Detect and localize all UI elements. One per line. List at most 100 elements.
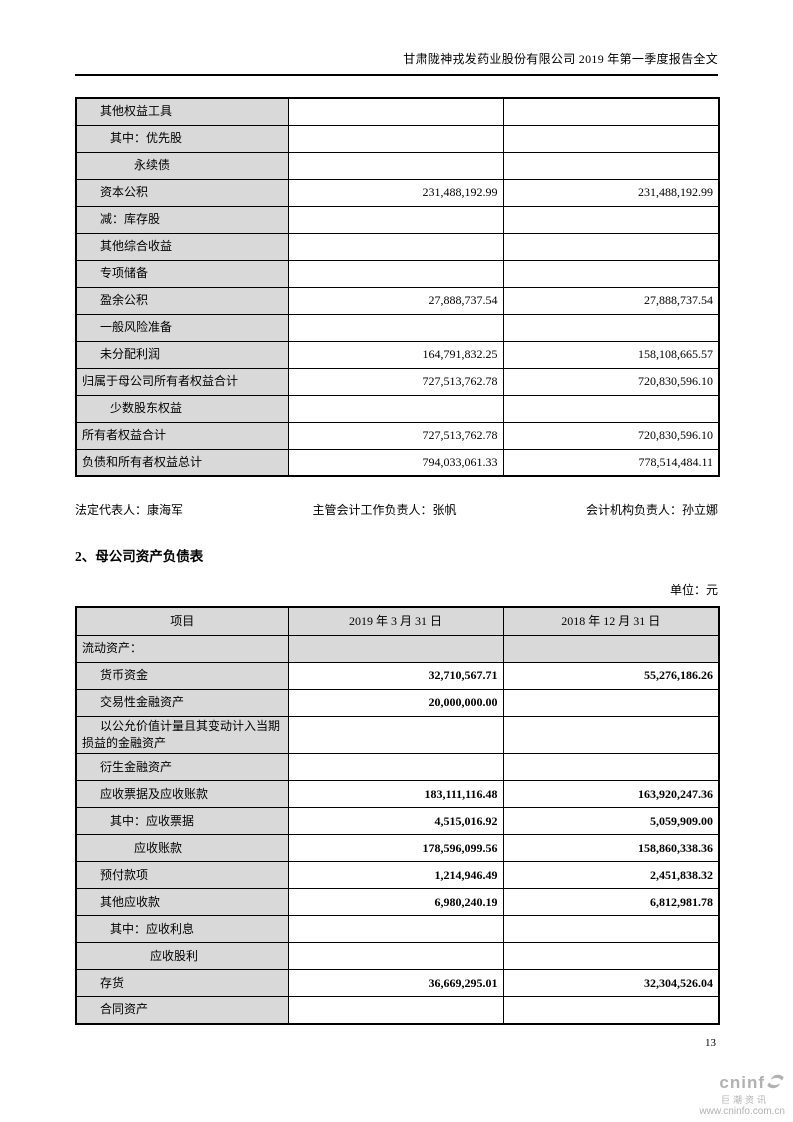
- value-cell: [287, 259, 504, 288]
- value-cell: 231,488,192.99: [502, 178, 720, 207]
- row-label-cell: 衍生金融资产: [75, 753, 289, 782]
- row-label: 一般风险准备: [100, 319, 173, 334]
- table-row: 流动资产：: [75, 634, 720, 663]
- value-cell: [502, 996, 720, 1025]
- value-cell: 720,830,596.10: [502, 367, 720, 396]
- value-cell: [287, 124, 504, 153]
- row-label-cell: 合同资产: [75, 996, 289, 1025]
- row-label: 减：库存股: [100, 211, 161, 226]
- document-header-title: 甘肃陇神戎发药业股份有限公司 2019 年第一季度报告全文: [403, 52, 718, 66]
- row-label: 其中：优先股: [110, 130, 183, 145]
- table-row: 预付款项 1,214,946.49 2,451,838.32: [75, 861, 720, 890]
- value-cell: [287, 151, 504, 180]
- row-label-cell: 存货: [75, 969, 289, 998]
- row-label: 永续债: [134, 157, 171, 172]
- row-label-cell: 一般风险准备: [75, 313, 289, 342]
- table-row: 存货 36,669,295.01 32,304,526.04: [75, 969, 720, 998]
- value-cell: 6,812,981.78: [502, 888, 720, 917]
- value-cell: [287, 97, 504, 126]
- value-cell: [502, 259, 720, 288]
- row-label: 交易性金融资产: [100, 694, 185, 709]
- cninfo-swirl-icon: [766, 1072, 785, 1096]
- row-label-cell: 应收票据及应收账款: [75, 780, 289, 809]
- cninfo-logo-text: cninf: [719, 1073, 765, 1093]
- value-cell: 164,791,832.25: [287, 340, 504, 369]
- value-cell: 158,108,665.57: [502, 340, 720, 369]
- value-cell: [502, 394, 720, 423]
- value-cell: 727,513,762.78: [287, 367, 504, 396]
- row-label-cell: 应收股利: [75, 942, 289, 971]
- table-row: 合同资产: [75, 996, 720, 1025]
- value-cell: 163,920,247.36: [502, 780, 720, 809]
- row-label-cell: 交易性金融资产: [75, 688, 289, 717]
- value-cell: 32,710,567.71: [287, 661, 504, 690]
- row-label-cell: 应收账款: [75, 834, 289, 863]
- value-cell: 4,515,016.92: [287, 807, 504, 836]
- value-cell: [502, 634, 720, 663]
- value-cell: [287, 205, 504, 234]
- row-label-cell: 盈余公积: [75, 286, 289, 315]
- page-content: 甘肃陇神戎发药业股份有限公司 2019 年第一季度报告全文 其他权益工具其中：优…: [75, 52, 720, 1025]
- row-label: 未分配利润: [100, 346, 161, 361]
- row-label: 其他应收款: [100, 894, 161, 909]
- value-cell: [287, 715, 504, 755]
- table-row: 其中：应收票据 4,515,016.92 5,059,909.00: [75, 807, 720, 836]
- row-label: 负债和所有者权益总计: [82, 454, 203, 469]
- row-label: 其中：应收票据: [110, 813, 195, 828]
- row-label-cell: 所有者权益合计: [75, 421, 289, 450]
- row-label-cell: 预付款项: [75, 861, 289, 890]
- row-label: 资本公积: [100, 184, 149, 199]
- value-cell: [502, 942, 720, 971]
- row-label: 所有者权益合计: [82, 427, 167, 442]
- table-row: 其他综合收益: [75, 232, 720, 261]
- value-cell: 55,276,186.26: [502, 661, 720, 690]
- value-cell: 1,214,946.49: [287, 861, 504, 890]
- page-number: 13: [705, 1037, 716, 1049]
- equity-continuation-table: 其他权益工具 其中：优先股 永续债 资本公积 231,488,192.99 231,488…: [75, 97, 720, 477]
- row-label-cell: 流动资产：: [75, 634, 289, 663]
- row-label: 其中：应收利息: [110, 921, 195, 936]
- value-cell: 20,000,000.00: [287, 688, 504, 717]
- table-row: 衍生金融资产: [75, 753, 720, 782]
- table-row: 货币资金 32,710,567.71 55,276,186.26: [75, 661, 720, 690]
- row-label-cell: 永续债: [75, 151, 289, 180]
- value-cell: 2,451,838.32: [502, 861, 720, 890]
- value-cell: [502, 205, 720, 234]
- table-row: 应收股利: [75, 942, 720, 971]
- legal-representative: 法定代表人：康海军: [75, 503, 184, 517]
- row-label: 应收账款: [134, 840, 183, 855]
- row-label-cell: 归属于母公司所有者权益合计: [75, 367, 289, 396]
- table-row: 盈余公积 27,888,737.54 27,888,737.54: [75, 286, 720, 315]
- table-row: 永续债: [75, 151, 720, 180]
- value-cell: [287, 634, 504, 663]
- row-label: 存货: [100, 975, 125, 990]
- row-label: 其他权益工具: [100, 104, 173, 119]
- row-label-cell: 其中：优先股: [75, 124, 289, 153]
- row-label-cell: 少数股东权益: [75, 394, 289, 423]
- value-cell: [502, 232, 720, 261]
- value-cell: [287, 394, 504, 423]
- row-label: 应收股利: [150, 948, 199, 963]
- row-label: 应收票据及应收账款: [100, 786, 209, 801]
- row-label-cell: 以公允价值计量且其变动计入当期损益的金融资产: [75, 715, 289, 755]
- value-cell: [502, 753, 720, 782]
- cninfo-url: www.cninfo.com.cn: [699, 1106, 785, 1118]
- unit-label: 单位：元: [669, 583, 718, 597]
- table-row: 交易性金融资产 20,000,000.00: [75, 688, 720, 717]
- row-label-cell: 减：库存股: [75, 205, 289, 234]
- row-label-cell: 货币资金: [75, 661, 289, 690]
- row-label-cell: 其他综合收益: [75, 232, 289, 261]
- table-header-row: 项目 2019 年 3 月 31 日 2018 年 12 月 31 日: [75, 606, 720, 636]
- value-cell: 36,669,295.01: [287, 969, 504, 998]
- signatory-line: 法定代表人：康海军 主管会计工作负责人：张帆 会计机构负责人：孙立娜: [75, 501, 718, 518]
- table-row: 减：库存股: [75, 205, 720, 234]
- row-label: 流动资产：: [82, 640, 143, 655]
- accounting-head: 主管会计工作负责人：张帆: [312, 503, 457, 517]
- table-row: 其中：应收利息: [75, 915, 720, 944]
- value-cell: [502, 715, 720, 755]
- value-cell: [287, 942, 504, 971]
- value-cell: 27,888,737.54: [287, 286, 504, 315]
- value-cell: 32,304,526.04: [502, 969, 720, 998]
- row-label: 其他综合收益: [100, 238, 173, 253]
